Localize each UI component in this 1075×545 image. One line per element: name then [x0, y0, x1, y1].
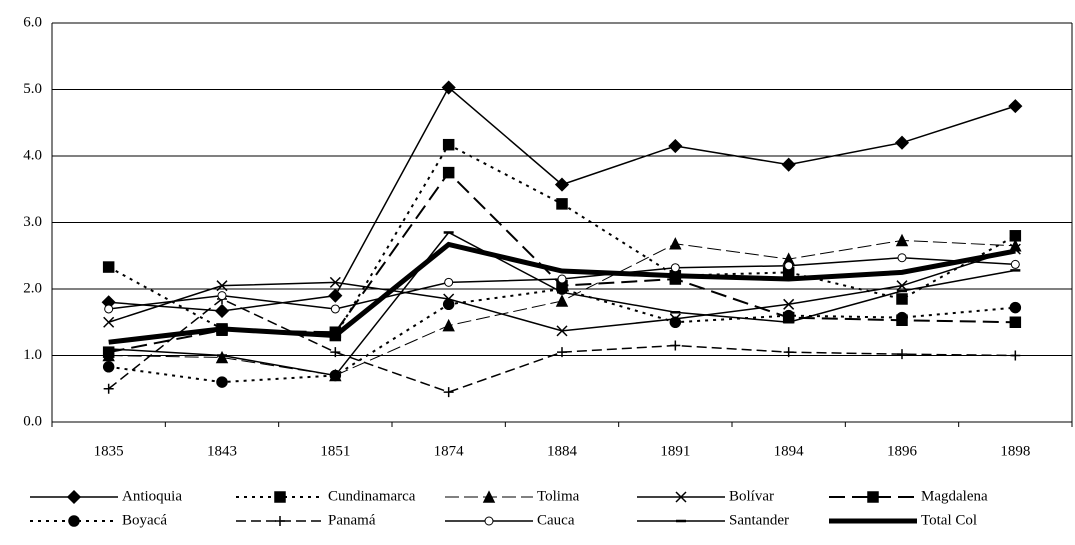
marker	[102, 261, 115, 273]
y-tick-label: 5.0	[23, 81, 42, 97]
marker	[104, 304, 114, 314]
marker	[896, 311, 908, 324]
marker	[216, 280, 228, 292]
marker	[103, 383, 114, 394]
series-line	[108, 241, 1016, 345]
legend-label: Panamá	[328, 512, 376, 528]
marker	[443, 387, 454, 398]
marker	[897, 253, 907, 263]
marker	[102, 346, 115, 358]
marker	[217, 291, 227, 301]
marker	[484, 516, 494, 526]
y-tick-label: 3.0	[23, 214, 42, 230]
marker	[1010, 350, 1021, 361]
legend-label: Bolívar	[729, 488, 774, 504]
legend-label: Total Col	[921, 512, 977, 528]
series-line	[108, 298, 1016, 393]
marker	[442, 138, 455, 151]
marker	[556, 198, 568, 210]
marker	[675, 491, 687, 503]
marker	[442, 166, 455, 179]
marker	[896, 280, 908, 292]
marker	[784, 261, 794, 271]
marker	[329, 276, 341, 288]
marker	[482, 490, 496, 503]
marker	[557, 274, 567, 284]
series-line	[108, 287, 1016, 384]
marker	[670, 263, 680, 273]
x-tick-label: 1835	[94, 443, 124, 459]
x-tick-label: 1843	[207, 443, 237, 459]
legend-label: Cundinamarca	[328, 488, 416, 504]
marker	[330, 347, 341, 358]
marker	[897, 349, 907, 360]
marker	[66, 489, 82, 505]
y-tick-label: 4.0	[23, 147, 42, 163]
marker	[554, 177, 570, 192]
marker	[895, 233, 909, 247]
marker	[216, 376, 228, 388]
marker	[444, 277, 454, 287]
y-tick-label: 0.0	[23, 413, 42, 429]
x-tick-label: 1898	[1000, 443, 1030, 459]
x-tick-label: 1894	[774, 443, 805, 459]
marker	[555, 294, 569, 307]
y-tick-label: 2.0	[23, 280, 42, 296]
x-tick-label: 1891	[660, 443, 690, 459]
marker	[215, 350, 229, 364]
series-line	[108, 143, 1016, 337]
marker	[1009, 301, 1022, 314]
marker	[68, 515, 80, 527]
legend-label: Antioquia	[122, 488, 182, 504]
marker	[782, 309, 795, 322]
x-tick-label: 1851	[320, 443, 350, 459]
marker	[442, 298, 455, 311]
x-tick-label: 1874	[434, 443, 465, 459]
marker	[894, 135, 910, 150]
marker	[275, 516, 285, 526]
marker	[783, 298, 795, 310]
x-tick-label: 1884	[547, 443, 578, 459]
marker	[214, 303, 230, 319]
marker	[781, 157, 796, 172]
marker	[670, 340, 681, 351]
marker	[103, 316, 115, 328]
y-tick-label: 6.0	[23, 14, 42, 30]
y-tick-label: 1.0	[23, 347, 42, 363]
marker	[274, 491, 286, 503]
legend-label: Santander	[729, 512, 789, 528]
marker	[442, 318, 455, 332]
marker	[867, 491, 879, 503]
legend-label: Cauca	[537, 512, 575, 528]
marker	[668, 138, 683, 154]
marker	[102, 361, 115, 373]
marker	[669, 237, 682, 250]
marker	[1009, 316, 1022, 328]
marker	[330, 304, 340, 314]
marker	[328, 288, 343, 303]
legend-label: Boyacá	[122, 512, 167, 528]
marker	[896, 293, 908, 305]
marker	[1008, 99, 1023, 114]
legend-label: Magdalena	[921, 488, 988, 504]
marker	[556, 325, 568, 337]
marker	[557, 347, 567, 358]
marker	[783, 347, 794, 358]
marker	[1010, 259, 1020, 269]
x-tick-label: 1896	[887, 443, 918, 459]
marker	[669, 316, 682, 328]
marker	[441, 80, 456, 95]
legend-label: Tolima	[537, 488, 580, 504]
